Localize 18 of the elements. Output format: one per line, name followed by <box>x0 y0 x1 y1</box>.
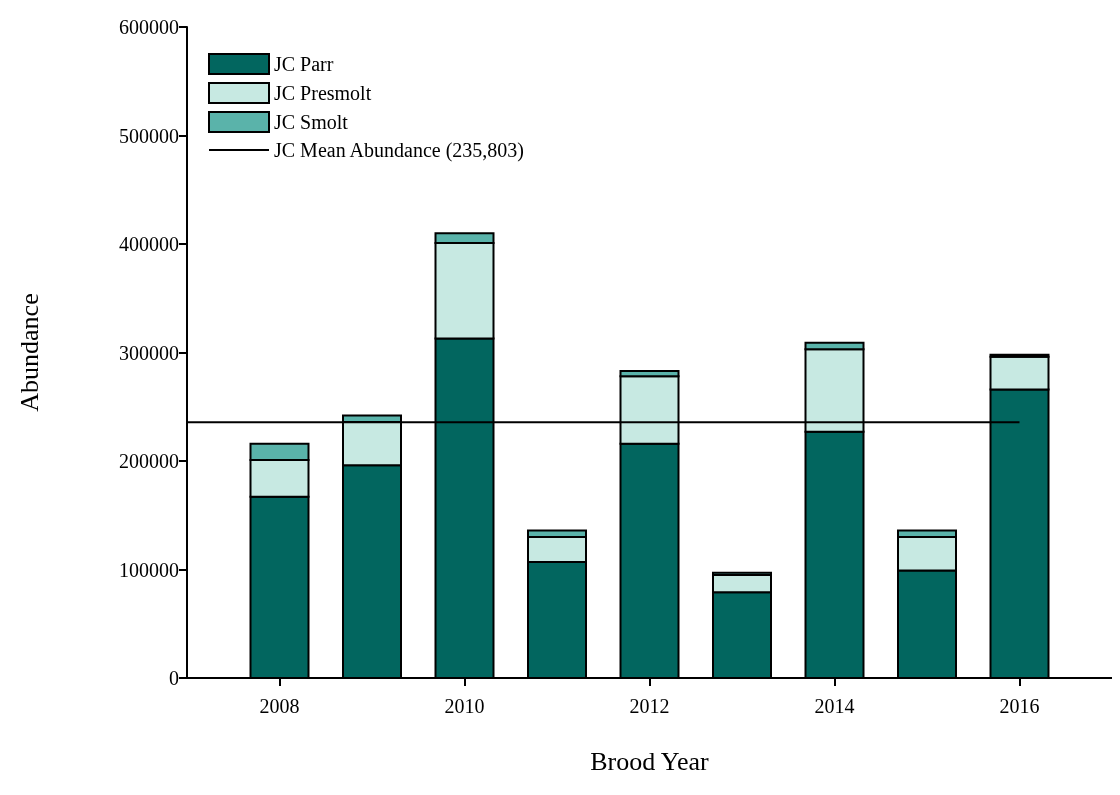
x-axis-title: Brood Year <box>590 746 710 776</box>
x-tick-label: 2008 <box>259 695 300 717</box>
legend-label: JC Presmolt <box>274 82 372 104</box>
y-tick-label: 400000 <box>119 233 179 255</box>
legend-label: JC Mean Abundance (235,803) <box>274 139 524 162</box>
x-tick-label: 2010 <box>444 695 485 717</box>
y-tick-label: 0 <box>169 667 179 689</box>
y-tick-label: 500000 <box>119 124 179 147</box>
y-tick-label: 100000 <box>119 558 179 581</box>
x-tick-label: 2012 <box>629 695 670 717</box>
x-tick-label: 2014 <box>814 695 855 717</box>
y-axis-title: Abundance <box>14 293 44 412</box>
legend-label: JC Smolt <box>274 111 349 133</box>
y-tick-label: 200000 <box>119 450 179 472</box>
y-tick-label: 600000 <box>119 16 179 38</box>
legend-label: JC Parr <box>274 53 334 75</box>
x-tick-label: 2016 <box>999 695 1040 717</box>
y-tick-label: 300000 <box>119 341 179 364</box>
